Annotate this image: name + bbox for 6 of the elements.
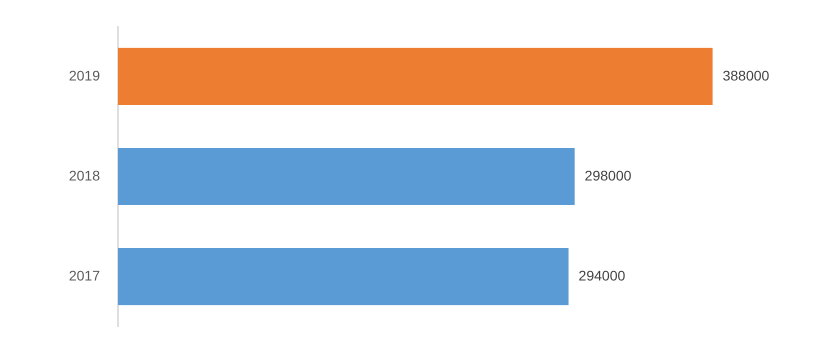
y-tick-label: 2019	[68, 67, 100, 84]
data-label: 298000	[584, 167, 632, 184]
y-tick-label: 2018	[68, 167, 100, 184]
data-label: 294000	[578, 267, 626, 284]
data-label: 388000	[722, 67, 770, 84]
y-tick-label: 2017	[68, 267, 100, 284]
